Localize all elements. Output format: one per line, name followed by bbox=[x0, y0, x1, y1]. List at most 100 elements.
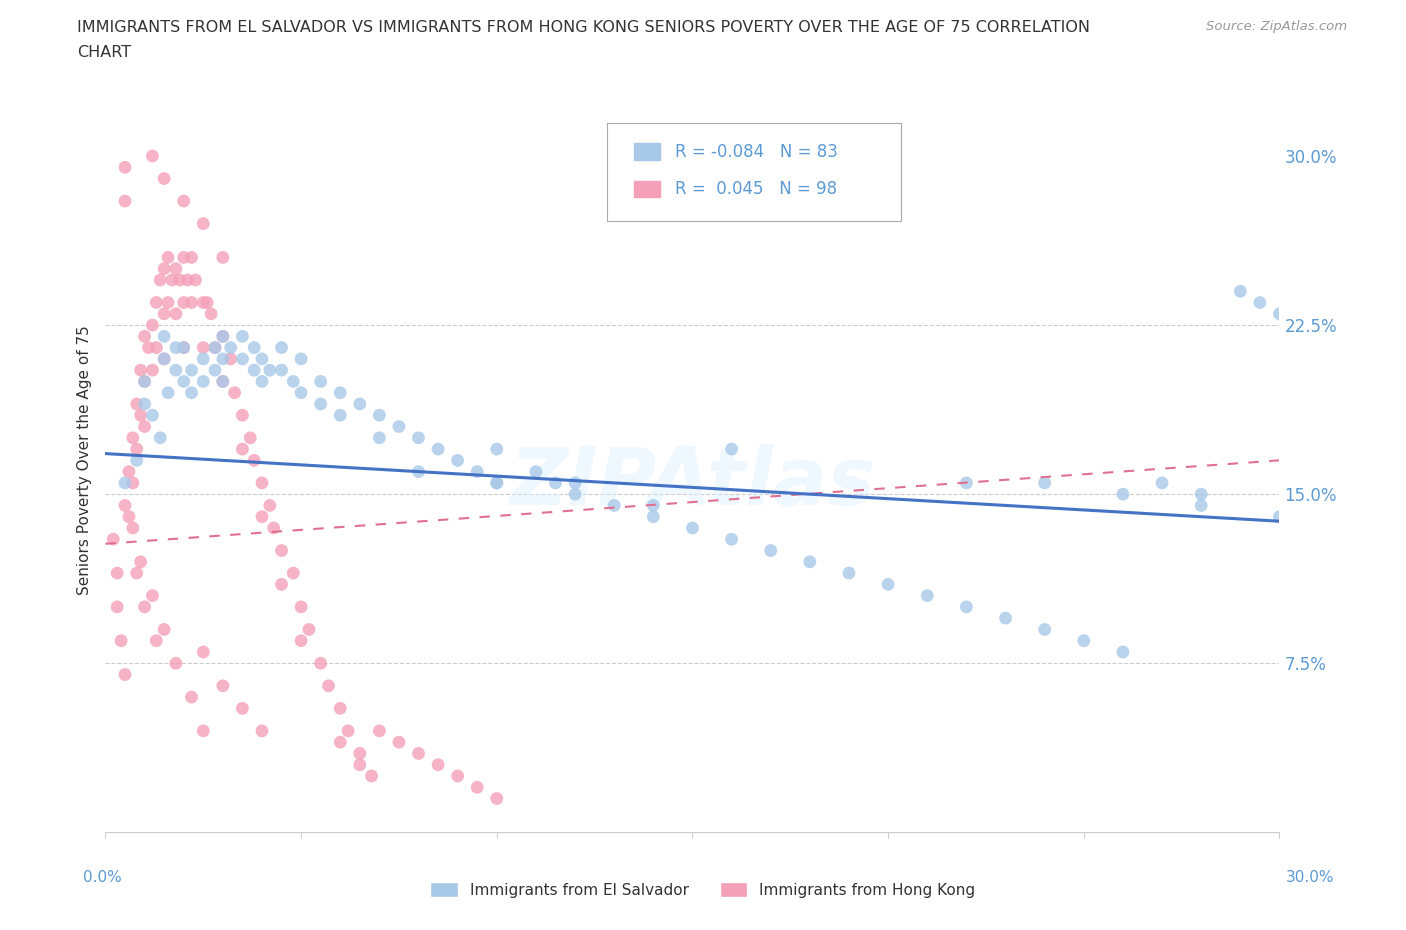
Point bbox=[298, 622, 321, 637]
Point bbox=[211, 678, 233, 693]
Point bbox=[134, 329, 156, 344]
Point bbox=[955, 600, 977, 615]
Point bbox=[564, 486, 586, 501]
Point bbox=[544, 475, 567, 490]
Point bbox=[447, 768, 470, 783]
Point bbox=[329, 701, 352, 716]
Point bbox=[134, 374, 156, 389]
Point bbox=[121, 431, 143, 445]
Point bbox=[193, 352, 215, 366]
Point bbox=[447, 453, 470, 468]
Point bbox=[173, 250, 195, 265]
Point bbox=[329, 408, 352, 423]
Point bbox=[465, 780, 488, 795]
Text: Source: ZipAtlas.com: Source: ZipAtlas.com bbox=[1206, 20, 1347, 33]
Point bbox=[173, 340, 195, 355]
Point bbox=[329, 385, 352, 400]
Point bbox=[105, 600, 128, 615]
Point bbox=[290, 633, 312, 648]
Point bbox=[877, 577, 900, 591]
Point bbox=[799, 182, 821, 197]
Point bbox=[290, 352, 312, 366]
Point bbox=[173, 374, 195, 389]
Point bbox=[259, 498, 281, 512]
Point bbox=[114, 667, 136, 682]
Point bbox=[799, 554, 821, 569]
Point bbox=[283, 374, 305, 389]
Point bbox=[465, 464, 488, 479]
Point bbox=[427, 442, 450, 457]
Point bbox=[1268, 306, 1291, 321]
Point bbox=[153, 171, 176, 186]
Point bbox=[149, 431, 172, 445]
Point bbox=[204, 340, 226, 355]
Point bbox=[134, 396, 156, 411]
Point bbox=[141, 318, 163, 333]
Point bbox=[408, 746, 430, 761]
Point bbox=[180, 295, 202, 310]
Point bbox=[368, 724, 391, 738]
Point bbox=[145, 295, 167, 310]
Point bbox=[157, 250, 180, 265]
Point bbox=[114, 160, 136, 175]
Point bbox=[368, 408, 391, 423]
Point bbox=[349, 757, 371, 772]
Point bbox=[153, 352, 176, 366]
Point bbox=[211, 250, 233, 265]
Point bbox=[211, 329, 233, 344]
Point bbox=[1268, 510, 1291, 525]
Legend: Immigrants from El Salvador, Immigrants from Hong Kong: Immigrants from El Salvador, Immigrants … bbox=[425, 875, 981, 904]
Point bbox=[682, 521, 704, 536]
Point bbox=[388, 419, 411, 434]
Point bbox=[759, 543, 782, 558]
Point bbox=[318, 678, 340, 693]
Text: R =  0.045   N = 98: R = 0.045 N = 98 bbox=[675, 179, 837, 198]
Point bbox=[485, 791, 508, 806]
Point bbox=[204, 340, 226, 355]
Point bbox=[250, 475, 273, 490]
Point bbox=[283, 565, 305, 580]
Point bbox=[114, 498, 136, 512]
Point bbox=[110, 633, 132, 648]
Point bbox=[129, 363, 152, 378]
Point bbox=[118, 464, 141, 479]
Point bbox=[145, 633, 167, 648]
Point bbox=[309, 374, 332, 389]
Point bbox=[349, 746, 371, 761]
Point bbox=[176, 272, 198, 287]
Point bbox=[165, 261, 187, 276]
Point bbox=[1033, 475, 1056, 490]
Point bbox=[211, 329, 233, 344]
Point bbox=[1152, 475, 1174, 490]
Point bbox=[838, 565, 860, 580]
Point bbox=[193, 644, 215, 659]
Bar bbox=[634, 143, 659, 160]
Point bbox=[485, 475, 508, 490]
Point bbox=[211, 374, 233, 389]
Point bbox=[211, 374, 233, 389]
Point bbox=[239, 431, 262, 445]
Point bbox=[173, 193, 195, 208]
Point bbox=[720, 532, 742, 547]
Point bbox=[125, 442, 148, 457]
Point bbox=[877, 182, 900, 197]
Point bbox=[145, 340, 167, 355]
Point bbox=[165, 656, 187, 671]
Point bbox=[141, 363, 163, 378]
Point bbox=[388, 735, 411, 750]
Point bbox=[1112, 486, 1135, 501]
Text: 30.0%: 30.0% bbox=[1286, 870, 1334, 884]
Point bbox=[994, 611, 1017, 626]
Point bbox=[1033, 622, 1056, 637]
Point bbox=[114, 475, 136, 490]
Point bbox=[219, 352, 242, 366]
Point bbox=[349, 396, 371, 411]
Point bbox=[231, 329, 253, 344]
Point bbox=[134, 600, 156, 615]
Bar bbox=[634, 180, 659, 197]
Point bbox=[1249, 295, 1271, 310]
Point bbox=[121, 475, 143, 490]
Point bbox=[105, 565, 128, 580]
Point bbox=[141, 408, 163, 423]
Point bbox=[917, 588, 939, 603]
